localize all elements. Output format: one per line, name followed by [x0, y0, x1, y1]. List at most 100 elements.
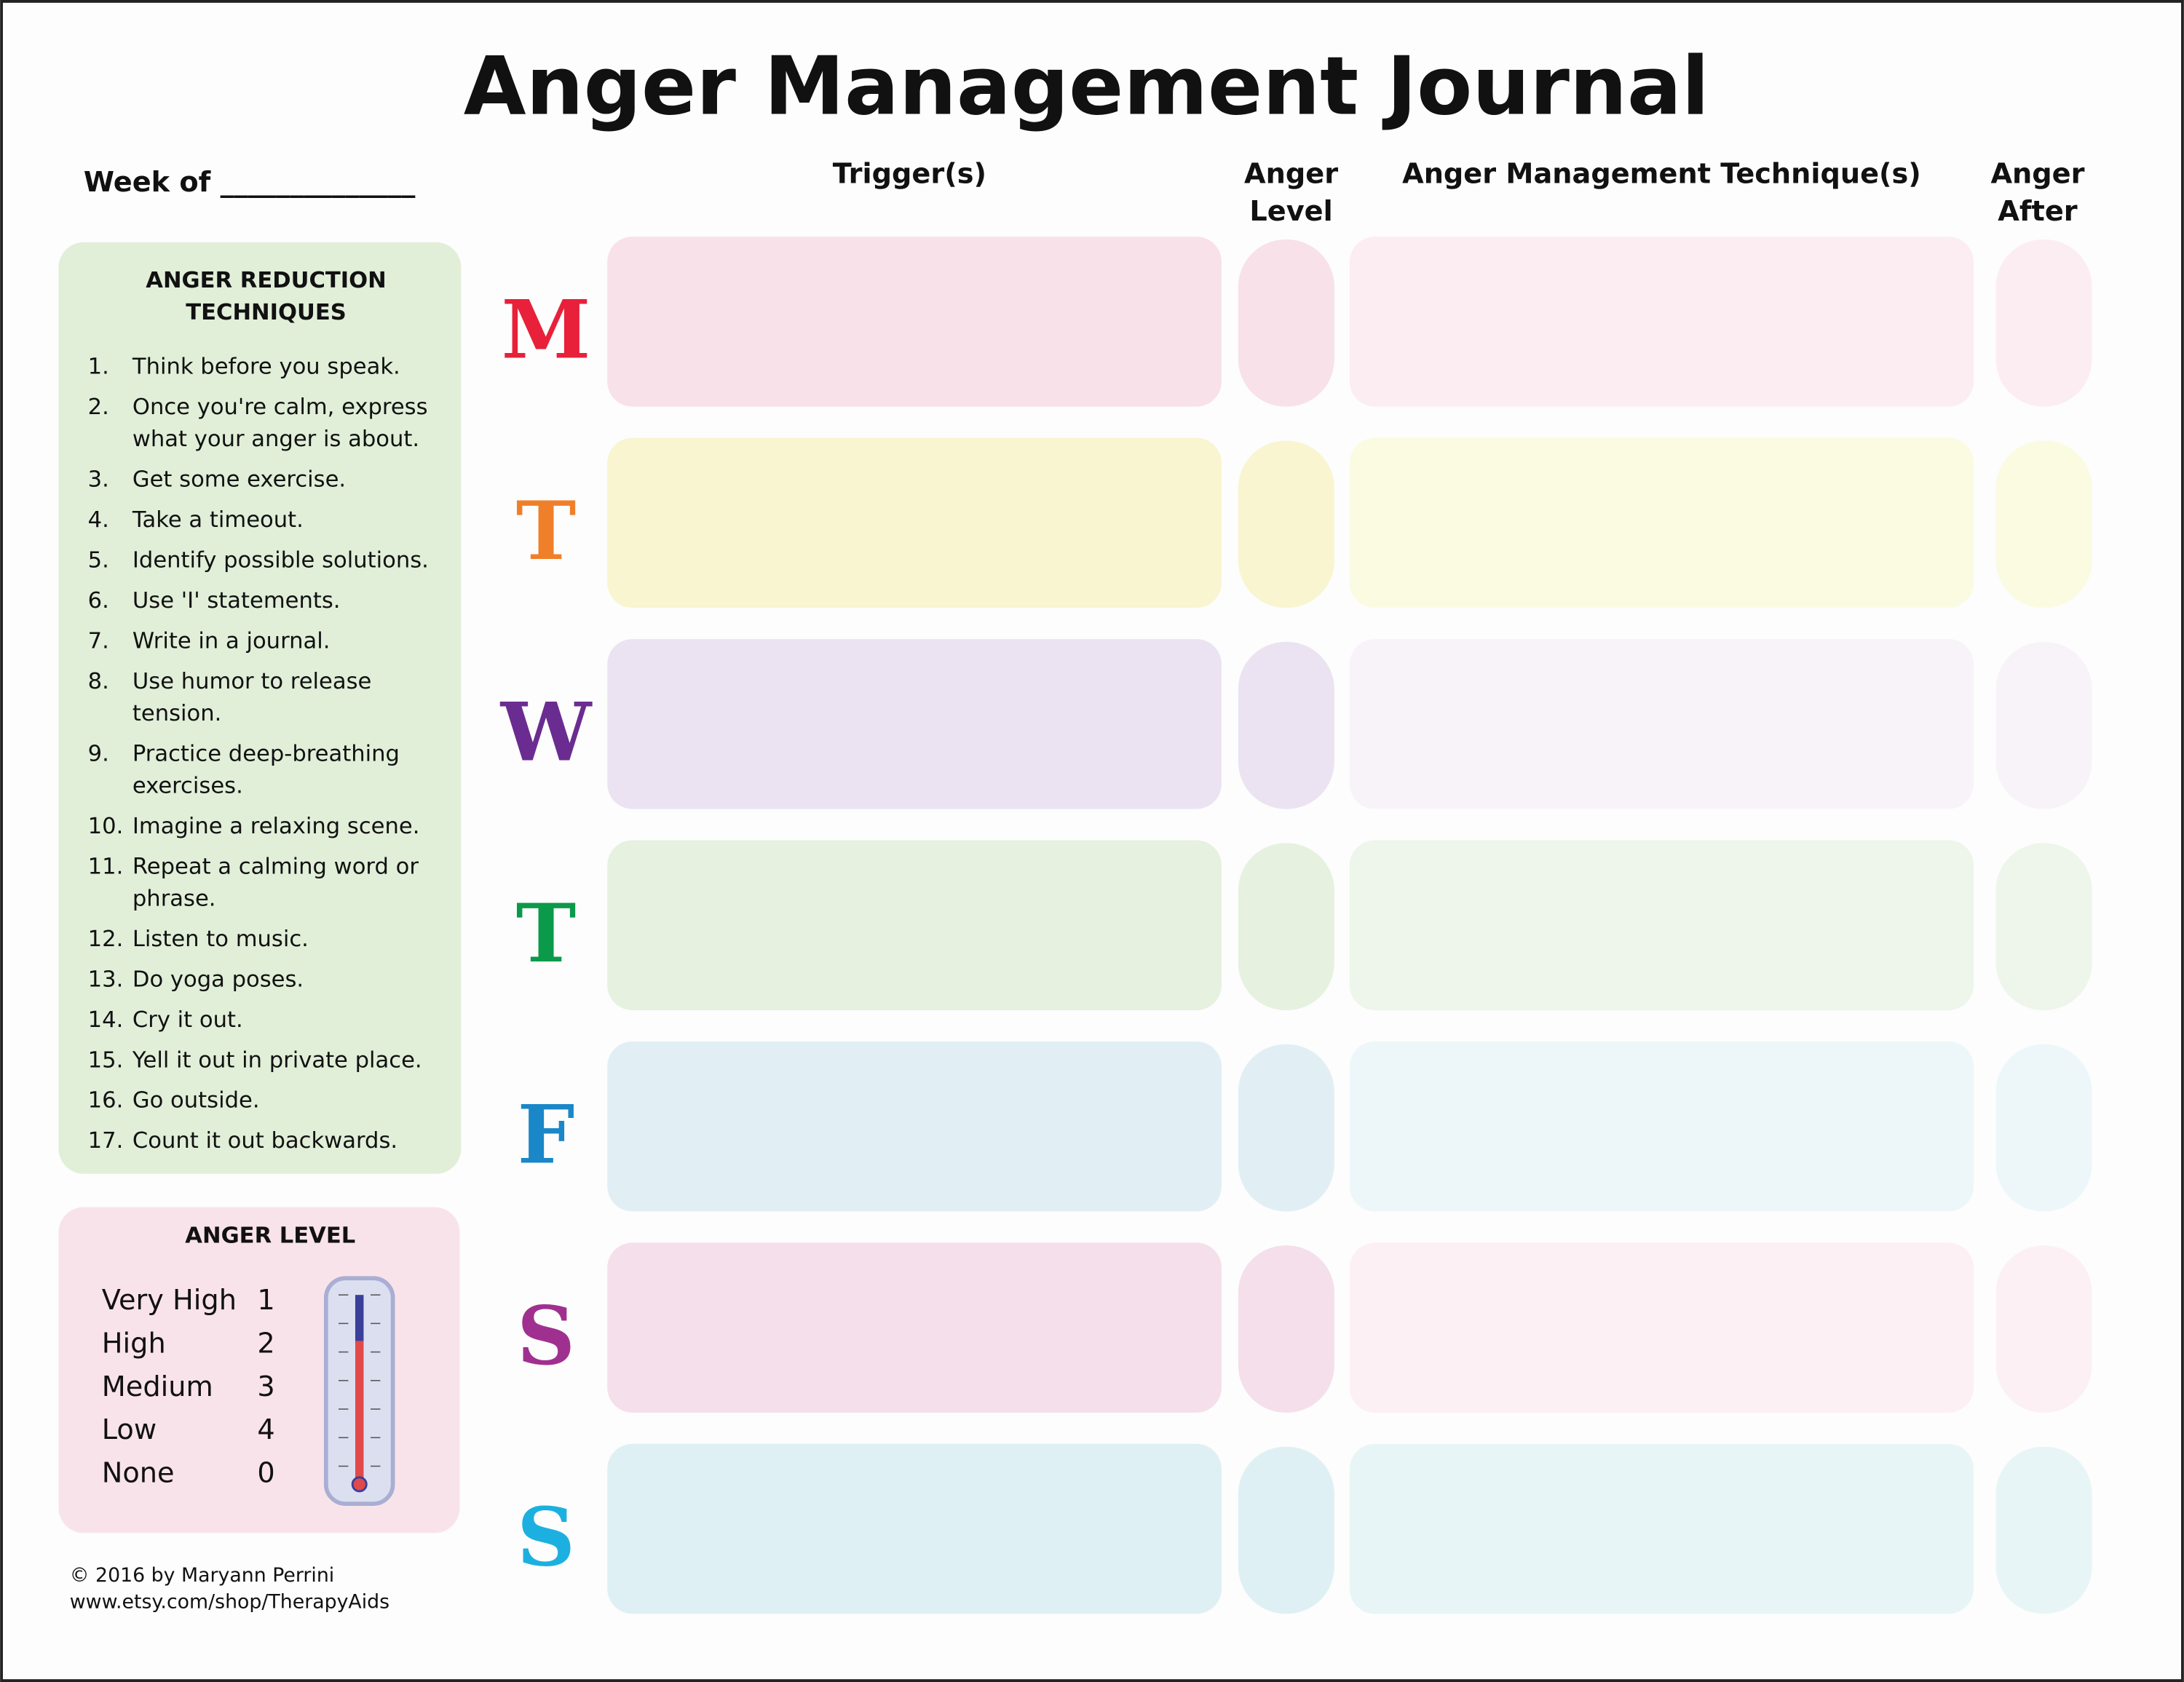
- after-box: [1995, 239, 2092, 407]
- title: Anger Management Journal: [464, 40, 1709, 134]
- after-box: [1995, 1245, 2092, 1413]
- after-box: [1995, 440, 2092, 608]
- technique-text: Count it out backwards.: [132, 1128, 397, 1154]
- technique-text: Listen to music.: [132, 927, 309, 952]
- technique-number: 12.: [88, 927, 124, 952]
- technique-number: 11.: [88, 854, 124, 879]
- technique-text: tension.: [132, 701, 221, 726]
- techniques-title: TECHNIQUES: [186, 300, 347, 325]
- trigger-box: [607, 840, 1222, 1010]
- day-letter: M: [502, 283, 591, 378]
- technique-text: Practice deep-breathing: [132, 741, 400, 766]
- footer-line: © 2016 by Maryann Perrini: [70, 1564, 334, 1587]
- technique-number: 3.: [88, 467, 109, 493]
- technique-number: 1.: [88, 354, 109, 380]
- technique-box: [1349, 237, 1974, 407]
- technique-box: [1349, 639, 1974, 809]
- technique-number: 8.: [88, 669, 109, 694]
- anger-level-title: ANGER LEVEL: [185, 1223, 355, 1248]
- week-of: Week of ______________: [84, 166, 416, 199]
- technique-text: Repeat a calming word or: [132, 854, 419, 879]
- technique-text: Write in a journal.: [132, 628, 331, 654]
- day-letter: F: [518, 1087, 575, 1182]
- after-box: [1995, 843, 2092, 1010]
- level-label: Very High: [102, 1284, 237, 1317]
- technique-text: what your anger is about.: [132, 427, 419, 452]
- technique-text: exercises.: [132, 773, 243, 798]
- level-box: [1238, 1446, 1334, 1614]
- technique-number: 7.: [88, 628, 109, 654]
- level-box: [1238, 1044, 1334, 1212]
- technique-text: Cry it out.: [132, 1007, 243, 1033]
- day-letter: W: [500, 686, 593, 780]
- level-box: [1238, 239, 1334, 407]
- level-label: Medium: [102, 1370, 213, 1403]
- level-value: 3: [257, 1370, 274, 1403]
- after-box: [1995, 641, 2092, 809]
- trigger-box: [607, 1443, 1222, 1614]
- technique-text: Use 'I' statements.: [132, 588, 341, 614]
- trigger-box: [607, 1242, 1222, 1413]
- technique-number: 10.: [88, 814, 124, 839]
- trigger-box: [607, 1041, 1222, 1212]
- technique-box: [1349, 437, 1974, 608]
- level-label: Low: [102, 1413, 157, 1446]
- technique-text: Imagine a relaxing scene.: [132, 814, 420, 839]
- technique-box: [1349, 840, 1974, 1010]
- trigger-box: [607, 237, 1222, 407]
- techniques-panel: [58, 242, 462, 1174]
- technique-text: Think before you speak.: [132, 354, 400, 380]
- technique-text: Get some exercise.: [132, 467, 346, 493]
- technique-number: 13.: [88, 967, 124, 992]
- level-value: 0: [257, 1456, 274, 1489]
- technique-number: 2.: [88, 394, 109, 420]
- trigger-box: [607, 437, 1222, 608]
- day-letter: S: [517, 1490, 575, 1584]
- column-header: Anger: [1990, 158, 2084, 191]
- thermometer-top: [355, 1295, 364, 1343]
- trigger-box: [607, 639, 1222, 809]
- footer-line: www.etsy.com/shop/TherapyAids: [70, 1590, 389, 1613]
- day-letter: S: [517, 1289, 575, 1384]
- day-letter: T: [516, 484, 577, 579]
- column-header: Anger: [1244, 158, 1338, 191]
- technique-box: [1349, 1041, 1974, 1212]
- thermometer-mercury: [355, 1341, 364, 1480]
- techniques-title: ANGER REDUCTION: [146, 268, 387, 293]
- technique-text: phrase.: [132, 886, 216, 911]
- column-header: After: [1998, 195, 2077, 228]
- thermometer-bulb: [351, 1476, 368, 1493]
- technique-number: 15.: [88, 1047, 124, 1073]
- technique-text: Use humor to release: [132, 669, 371, 694]
- thermometer: [323, 1276, 395, 1506]
- level-box: [1238, 641, 1334, 809]
- day-letter: T: [516, 886, 577, 981]
- technique-number: 14.: [88, 1007, 124, 1033]
- level-box: [1238, 440, 1334, 608]
- level-value: 2: [257, 1328, 274, 1360]
- column-header: Level: [1249, 195, 1332, 228]
- column-header: Anger Management Technique(s): [1402, 158, 1921, 191]
- technique-text: Yell it out in private place.: [132, 1047, 422, 1073]
- technique-text: Once you're calm, express: [132, 394, 428, 420]
- technique-text: Do yoga poses.: [132, 967, 304, 992]
- technique-number: 17.: [88, 1128, 124, 1154]
- level-box: [1238, 1245, 1334, 1413]
- technique-number: 5.: [88, 547, 109, 573]
- technique-box: [1349, 1242, 1974, 1413]
- technique-box: [1349, 1443, 1974, 1614]
- after-box: [1995, 1044, 2092, 1212]
- level-label: None: [102, 1456, 175, 1489]
- level-value: 4: [257, 1413, 274, 1446]
- column-header: Trigger(s): [833, 158, 986, 191]
- technique-text: Take a timeout.: [132, 507, 304, 533]
- technique-number: 4.: [88, 507, 109, 533]
- level-box: [1238, 843, 1334, 1010]
- technique-number: 16.: [88, 1088, 124, 1114]
- technique-text: Identify possible solutions.: [132, 547, 429, 573]
- level-value: 1: [257, 1284, 274, 1317]
- technique-number: 6.: [88, 588, 109, 614]
- technique-number: 9.: [88, 741, 109, 766]
